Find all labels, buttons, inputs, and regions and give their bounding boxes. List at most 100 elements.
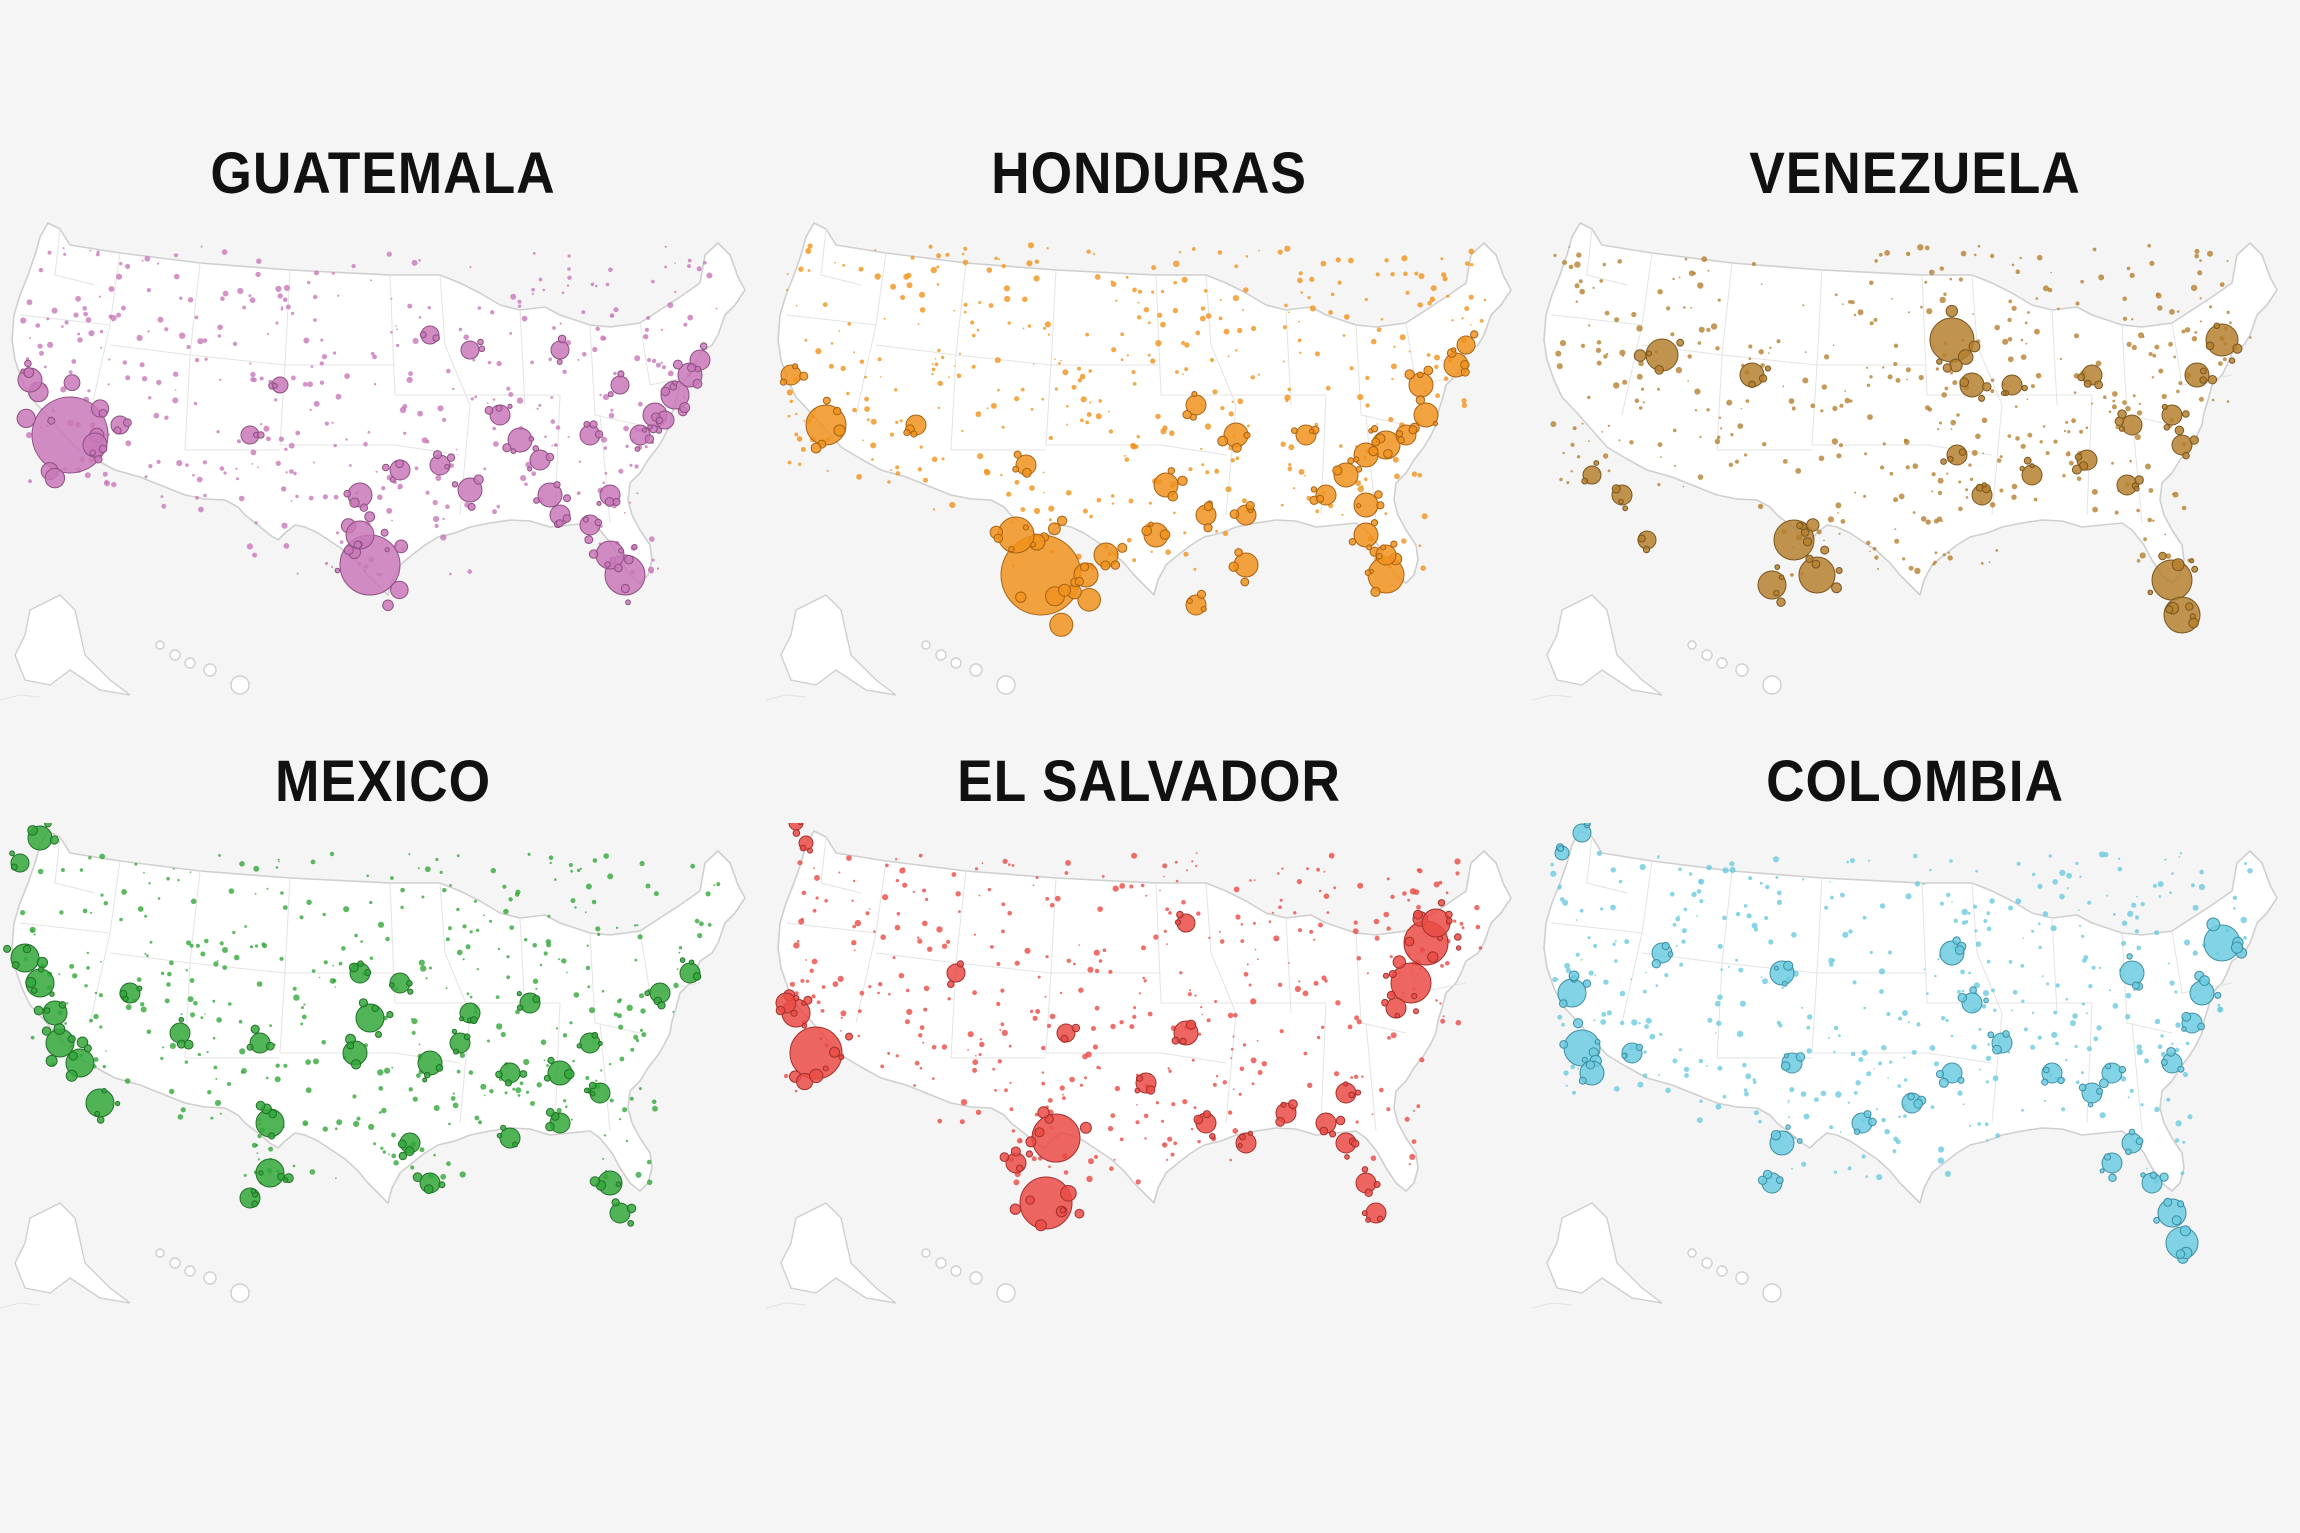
population-bubble xyxy=(1167,490,1179,502)
county-dot xyxy=(953,309,956,312)
county-dot xyxy=(1619,349,1626,356)
population-bubble xyxy=(1186,598,1193,604)
county-dot xyxy=(555,425,561,430)
county-dot xyxy=(878,982,883,987)
county-dot xyxy=(1903,1078,1908,1082)
county-dot xyxy=(877,357,882,362)
county-dot xyxy=(1867,414,1873,420)
county-dot xyxy=(1082,1053,1088,1060)
population-bubble xyxy=(98,409,108,418)
county-dot xyxy=(1821,384,1827,390)
county-dot xyxy=(1782,385,1785,388)
county-dot xyxy=(2065,451,2071,457)
county-dot xyxy=(1967,911,1971,915)
county-dot xyxy=(1983,919,1988,923)
county-dot xyxy=(1847,1166,1852,1171)
population-bubble xyxy=(94,455,103,464)
county-dot xyxy=(644,445,648,449)
county-dot xyxy=(934,358,937,360)
county-dot xyxy=(1572,426,1577,431)
county-dot xyxy=(1119,883,1126,889)
county-dot xyxy=(581,310,586,315)
county-dot xyxy=(1032,363,1035,365)
county-dot xyxy=(1745,399,1750,403)
county-dot xyxy=(923,477,928,483)
county-dot xyxy=(660,328,664,331)
county-dot xyxy=(64,1022,67,1025)
county-dot xyxy=(2011,305,2017,311)
population-bubble xyxy=(1781,980,1788,987)
population-bubble xyxy=(1179,1037,1187,1045)
county-dot xyxy=(1453,919,1457,923)
county-dot xyxy=(687,264,691,269)
population-bubble xyxy=(1048,522,1061,536)
county-dot xyxy=(445,504,450,510)
county-dot xyxy=(1399,334,1406,341)
county-dot xyxy=(555,1027,559,1030)
county-dot xyxy=(380,1146,384,1150)
county-dot xyxy=(1022,296,1028,303)
county-dot xyxy=(93,1057,99,1062)
county-dot xyxy=(1277,872,1280,875)
county-dot xyxy=(847,322,851,326)
county-dot xyxy=(912,890,915,893)
population-bubble xyxy=(679,402,691,414)
county-dot xyxy=(418,959,425,966)
county-dot xyxy=(1882,442,1886,446)
county-dot xyxy=(467,569,473,574)
county-dot xyxy=(633,1034,639,1040)
population-bubble xyxy=(459,1016,465,1022)
county-dot xyxy=(1991,988,1995,993)
population-bubble xyxy=(1585,1060,1596,1070)
county-dot xyxy=(1802,377,1809,384)
population-bubble xyxy=(423,1184,434,1195)
county-dot xyxy=(994,1088,997,1092)
county-dot xyxy=(1111,347,1117,353)
county-dot xyxy=(1027,242,1035,249)
county-dot xyxy=(1094,274,1101,280)
hawaii-island xyxy=(169,649,181,661)
county-dot xyxy=(186,940,192,946)
county-dot xyxy=(1214,1000,1218,1003)
county-dot xyxy=(1593,1019,1596,1022)
population-bubble xyxy=(478,345,486,353)
county-dot xyxy=(1657,442,1663,448)
county-dot xyxy=(655,362,661,368)
county-dot xyxy=(2226,310,2230,314)
population-bubble xyxy=(2128,1128,2136,1136)
county-dot xyxy=(870,442,877,449)
population-bubble xyxy=(23,367,35,378)
population-bubble xyxy=(1364,569,1372,577)
population-bubble xyxy=(1417,371,1424,379)
county-dot xyxy=(970,320,975,325)
us-map xyxy=(0,222,746,701)
county-dot xyxy=(420,965,427,972)
county-dot xyxy=(2247,868,2253,874)
county-dot xyxy=(1233,886,1240,893)
county-dot xyxy=(1550,870,1557,877)
county-dot xyxy=(547,914,551,918)
county-dot xyxy=(263,425,270,432)
alaska-inset xyxy=(1546,1202,1663,1304)
population-bubble xyxy=(136,985,143,992)
population-bubble xyxy=(1245,501,1255,511)
county-dot xyxy=(200,951,206,957)
county-dot xyxy=(532,978,539,984)
county-dot xyxy=(2024,321,2028,325)
county-dot xyxy=(468,1070,474,1075)
county-dot xyxy=(1215,529,1219,533)
county-dot xyxy=(386,251,392,257)
county-dot xyxy=(89,249,92,252)
county-dot xyxy=(1720,968,1723,971)
county-dot xyxy=(2085,1012,2088,1015)
county-dot xyxy=(1949,859,1953,863)
population-bubble xyxy=(2002,1030,2010,1038)
county-dot xyxy=(1889,471,1894,476)
county-dot xyxy=(301,1014,307,1020)
population-bubble xyxy=(1231,442,1242,453)
county-dot xyxy=(524,482,528,487)
county-dot xyxy=(859,359,865,364)
county-dot xyxy=(2169,891,2172,894)
county-dot xyxy=(892,956,896,960)
population-bubble xyxy=(532,995,541,1003)
